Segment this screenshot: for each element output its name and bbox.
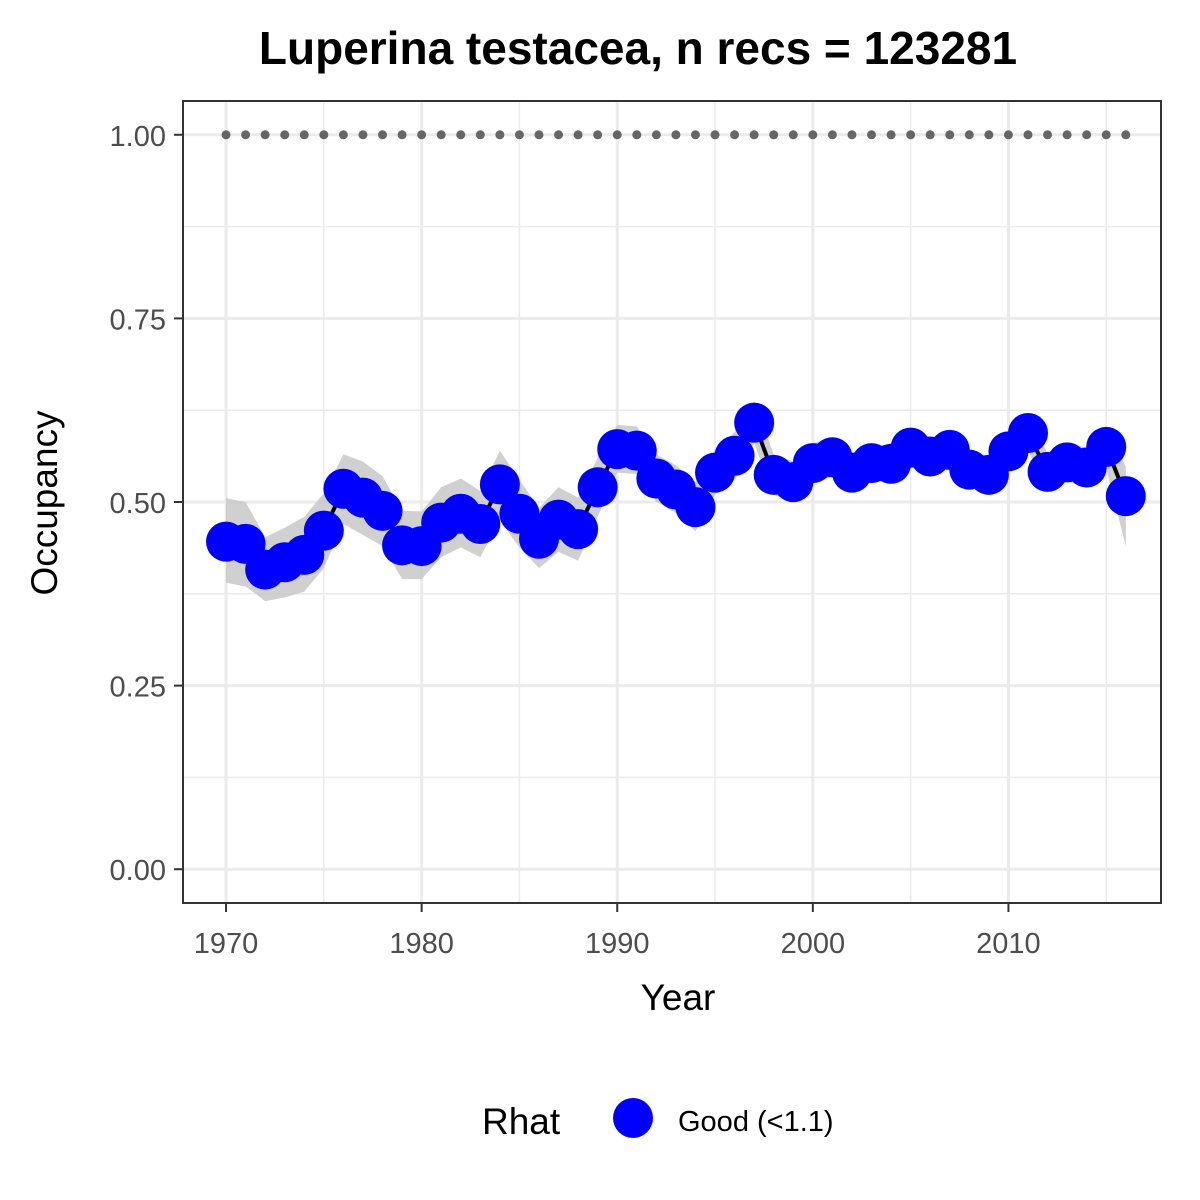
reference-dot bbox=[554, 130, 564, 140]
reference-dot bbox=[788, 130, 798, 140]
x-tick-label: 1970 bbox=[194, 928, 259, 960]
reference-dot bbox=[534, 130, 544, 140]
reference-dot bbox=[338, 130, 348, 140]
reference-dot bbox=[475, 130, 485, 140]
reference-dot bbox=[319, 130, 329, 140]
reference-dot bbox=[436, 130, 446, 140]
reference-dot bbox=[984, 130, 994, 140]
y-axis-ticks: 0.00 0.25 0.50 0.75 1.00 bbox=[110, 121, 183, 887]
reference-dot bbox=[378, 130, 388, 140]
reference-dot bbox=[358, 130, 368, 140]
reference-dot bbox=[651, 130, 661, 140]
data-point bbox=[1086, 426, 1127, 467]
reference-dot bbox=[593, 130, 603, 140]
data-points bbox=[206, 402, 1146, 590]
reference-dot bbox=[749, 130, 759, 140]
reference-dot bbox=[867, 130, 877, 140]
reference-dot bbox=[1121, 130, 1131, 140]
legend-label-good: Good (<1.1) bbox=[678, 1106, 834, 1138]
reference-dot bbox=[1003, 130, 1013, 140]
reference-dot bbox=[417, 130, 427, 140]
x-tick-label: 2010 bbox=[976, 928, 1041, 960]
reference-dot bbox=[730, 130, 740, 140]
reference-dot bbox=[241, 130, 251, 140]
reference-dot bbox=[397, 130, 407, 140]
data-point bbox=[479, 464, 520, 505]
reference-dot bbox=[945, 130, 955, 140]
x-tick-label: 2000 bbox=[781, 928, 846, 960]
y-tick-label: 0.25 bbox=[110, 672, 166, 704]
reference-dot bbox=[1082, 130, 1092, 140]
reference-dot bbox=[690, 130, 700, 140]
reference-dot bbox=[886, 130, 896, 140]
reference-dot bbox=[906, 130, 916, 140]
y-tick-label: 1.00 bbox=[110, 121, 166, 153]
reference-dot bbox=[1043, 130, 1053, 140]
reference-dot bbox=[671, 130, 681, 140]
data-point bbox=[303, 510, 344, 551]
data-point bbox=[675, 487, 716, 528]
y-tick-label: 0.75 bbox=[110, 304, 166, 336]
reference-dot bbox=[514, 130, 524, 140]
data-point bbox=[616, 430, 657, 471]
legend-key-good bbox=[613, 1098, 653, 1138]
chart-title: Luperina testacea, n recs = 123281 bbox=[259, 22, 1017, 74]
reference-dot bbox=[1101, 130, 1111, 140]
reference-dot bbox=[280, 130, 290, 140]
reference-dot bbox=[710, 130, 720, 140]
x-axis-title: Year bbox=[641, 977, 716, 1018]
reference-dot bbox=[847, 130, 857, 140]
data-point bbox=[577, 467, 618, 508]
data-point bbox=[460, 504, 501, 545]
reference-dot bbox=[925, 130, 935, 140]
data-point bbox=[734, 402, 775, 443]
reference-dot bbox=[221, 130, 231, 140]
reference-dot bbox=[260, 130, 270, 140]
data-point bbox=[714, 435, 755, 476]
y-tick-label: 0.50 bbox=[110, 488, 166, 520]
data-point bbox=[558, 509, 599, 550]
y-axis-title: Occupancy bbox=[24, 410, 65, 596]
x-tick-label: 1980 bbox=[389, 928, 454, 960]
reference-dot bbox=[1062, 130, 1072, 140]
reference-dot bbox=[827, 130, 837, 140]
data-point bbox=[1105, 476, 1146, 517]
reference-dot bbox=[1023, 130, 1033, 140]
legend-title: Rhat bbox=[482, 1101, 561, 1142]
reference-dotted-line bbox=[221, 130, 1131, 140]
x-axis-ticks: 1970 1980 1990 2000 2010 bbox=[194, 903, 1041, 960]
reference-dot bbox=[456, 130, 466, 140]
data-point bbox=[1007, 412, 1048, 453]
reference-dot bbox=[299, 130, 309, 140]
data-point bbox=[362, 490, 403, 531]
reference-dot bbox=[612, 130, 622, 140]
reference-dot bbox=[964, 130, 974, 140]
x-tick-label: 1990 bbox=[585, 928, 650, 960]
y-tick-label: 0.00 bbox=[110, 855, 166, 887]
legend: Rhat Good (<1.1) bbox=[482, 1098, 834, 1142]
reference-dot bbox=[769, 130, 779, 140]
reference-dot bbox=[808, 130, 818, 140]
reference-dot bbox=[632, 130, 642, 140]
reference-dot bbox=[495, 130, 505, 140]
reference-dot bbox=[573, 130, 583, 140]
